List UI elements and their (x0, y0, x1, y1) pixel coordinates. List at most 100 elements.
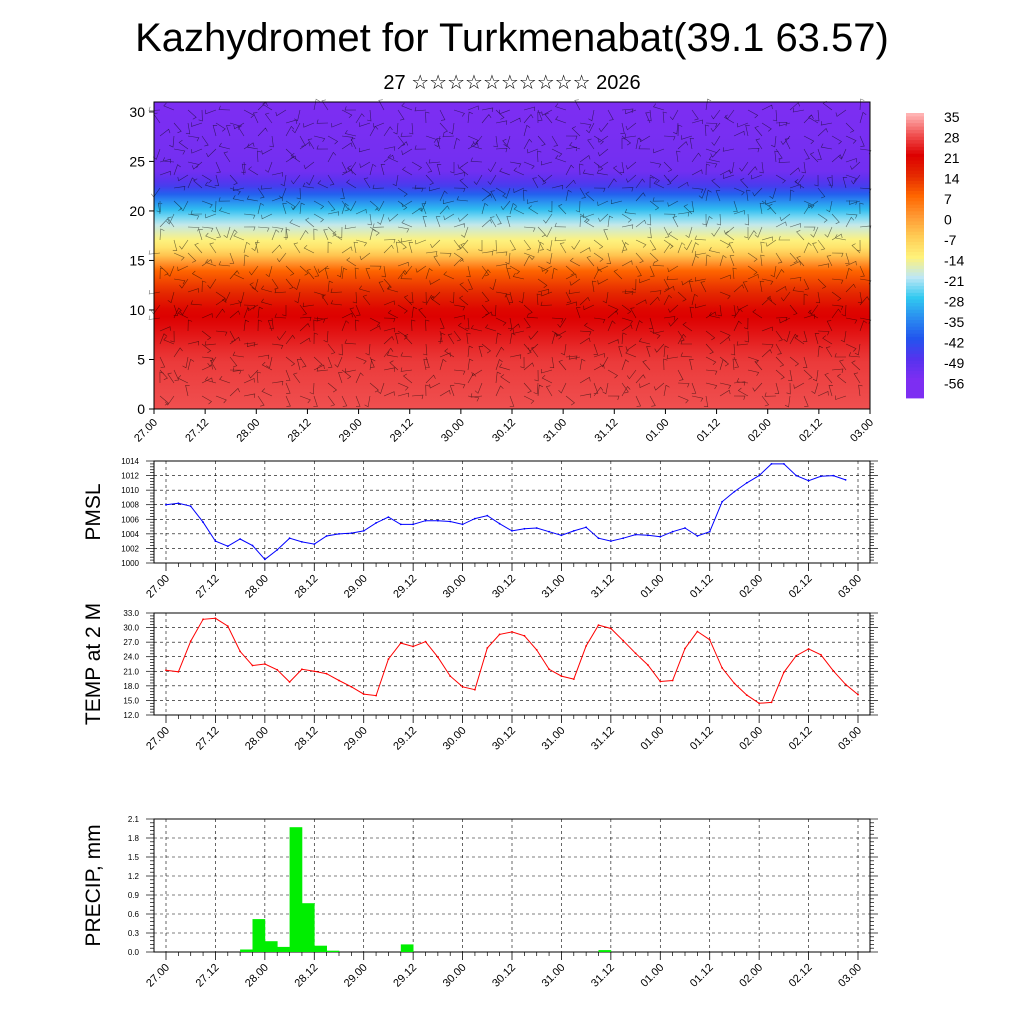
temp-point (264, 663, 266, 665)
precip-bar (400, 944, 414, 952)
x-tick-label: 29.12 (391, 725, 419, 753)
y-tick-label: 1.8 (128, 834, 140, 843)
temp-axis-title: TEMP at 2 M (82, 603, 105, 725)
temp-point (486, 647, 489, 649)
y-tick-label: 24.0 (123, 653, 139, 662)
colorbar-swatch (906, 224, 924, 229)
x-tick-label: 31.12 (589, 573, 617, 601)
pmsl-point (844, 479, 847, 481)
x-tick-label: 27.12 (194, 573, 222, 601)
colorbar-swatch (906, 313, 924, 317)
pmsl-point (795, 474, 798, 477)
pmsl-point (671, 530, 674, 533)
colorbar-swatch (906, 197, 924, 202)
y-tick-label: 27.0 (123, 638, 139, 647)
precip-bar (252, 919, 266, 952)
colorbar-swatch (906, 163, 924, 168)
y-tick-label: 0.9 (128, 891, 140, 900)
x-tick-label: 30.12 (490, 725, 518, 753)
colorbar-swatch (906, 221, 924, 226)
precip-bar (598, 950, 612, 952)
precip-bar (301, 903, 315, 952)
temp-point (721, 667, 723, 669)
colorbar-swatch (906, 214, 924, 219)
y-tick-label: 1008 (121, 501, 139, 510)
colorbar-swatch (906, 289, 924, 294)
colorbar-swatch (906, 255, 924, 260)
precip-bar (240, 949, 253, 952)
colorbar-swatch (906, 177, 924, 182)
x-tick-label: 28.12 (292, 573, 320, 601)
y-tick-label: 1014 (121, 457, 139, 466)
temp-point (202, 618, 205, 621)
pmsl-point (535, 527, 538, 529)
pmsl-point (437, 519, 439, 522)
pmsl-point (325, 535, 328, 537)
colorbar-swatch (906, 347, 924, 351)
x-tick-label: 02.12 (787, 962, 815, 990)
pmsl-point (721, 500, 723, 503)
pmsl-point (770, 463, 773, 465)
colorbar-swatch (906, 160, 924, 165)
colorbar-swatch (906, 299, 924, 304)
colorbar-swatch (906, 374, 924, 379)
pmsl-point (511, 530, 513, 532)
colorbar-swatch (906, 204, 924, 209)
colorbar-swatch (906, 126, 924, 131)
colorbar-swatch (906, 218, 924, 222)
y-tick-label: 1012 (121, 472, 139, 481)
precip-bar (326, 950, 340, 952)
colorbar-swatch (906, 357, 924, 362)
temp-point (189, 640, 192, 643)
temp-point (770, 701, 773, 704)
precip-axis-title: PRECIP, mm (82, 824, 105, 946)
colorbar-label: -28 (944, 294, 964, 310)
temp-point (387, 658, 390, 660)
pmsl-point (659, 535, 662, 538)
temp-point (350, 685, 353, 688)
pmsl-point (807, 479, 810, 482)
temp-point (795, 654, 798, 657)
x-tick-label: 29.00 (337, 417, 365, 445)
colorbar-swatch (906, 340, 924, 345)
colorbar-swatch (906, 279, 924, 284)
y-tick-label: 30.0 (123, 624, 139, 633)
temp-point (708, 638, 711, 641)
pmsl-point (610, 540, 612, 542)
colorbar-swatch (906, 262, 924, 267)
colorbar-label: -56 (944, 376, 964, 392)
pmsl-point (276, 549, 279, 551)
pmsl-point (165, 503, 167, 506)
colorbar-swatch (906, 296, 924, 300)
temp-point (733, 682, 736, 685)
x-tick-label: 29.12 (388, 417, 416, 445)
colorbar-label: 14 (944, 171, 960, 187)
page-title: Kazhydromet for Turkmenabat(39.1 63.57) (135, 16, 889, 60)
colorbar-swatch (906, 370, 924, 375)
y-tick-label: 1000 (121, 559, 139, 568)
temp-point (375, 694, 377, 697)
x-tick-label: 01.12 (688, 725, 716, 753)
y-tick-label: 12.0 (123, 711, 139, 720)
y-tick-label: 1.2 (128, 872, 140, 881)
pmsl-point (572, 530, 575, 532)
temp-point (647, 664, 649, 666)
wind-barb-icon (148, 98, 872, 408)
pmsl-point (758, 474, 760, 477)
temp-point (684, 647, 686, 650)
pmsl-point (634, 533, 637, 536)
temp-point (622, 639, 625, 642)
colorbar-swatch (906, 235, 924, 239)
y-tick-label: 1004 (121, 530, 139, 539)
y-tick-label: 1.5 (128, 853, 140, 862)
colorbar-swatch (906, 150, 924, 155)
x-tick-label: 28.00 (243, 573, 271, 601)
colorbar-swatch (906, 211, 924, 216)
colorbar-swatch (906, 187, 924, 192)
colorbar-swatch (906, 252, 924, 256)
pmsl-point (338, 533, 340, 535)
x-tick-label: 27.12 (194, 962, 222, 990)
y-tick-label: 1010 (121, 486, 139, 495)
temp-point (165, 669, 167, 672)
temp-point (313, 670, 316, 673)
